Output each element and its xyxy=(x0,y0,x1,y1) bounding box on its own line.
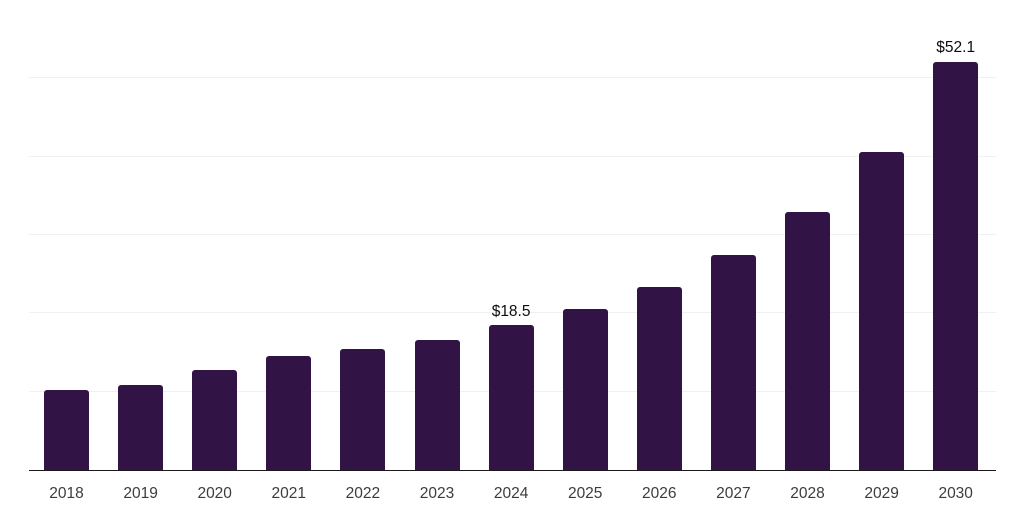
x-tick-label-2028: 2028 xyxy=(790,485,825,502)
plot-area: $18.5 $52.1 xyxy=(29,0,996,471)
bar-2026 xyxy=(636,287,682,470)
bar-2023 xyxy=(414,339,460,470)
x-tick-label-2022: 2022 xyxy=(345,485,381,502)
x-tick-label-2019: 2019 xyxy=(123,485,158,502)
x-tick-label-2026: 2026 xyxy=(642,485,677,502)
bar-2028 xyxy=(785,211,830,470)
x-axis: 2018 2019 2020 2021 2022 2023 2024 2025 2026 2027… xyxy=(0,483,1024,505)
bar-value-label-2024: $18.5 xyxy=(491,302,531,320)
bar-2022 xyxy=(340,348,386,470)
x-tick-label-2025: 2025 xyxy=(567,485,603,502)
bar-2020 xyxy=(192,369,238,470)
x-tick-label-2030: 2030 xyxy=(938,485,973,502)
bar-2021 xyxy=(266,356,312,470)
bar-2019 xyxy=(118,384,164,470)
x-tick-label-2018: 2018 xyxy=(49,485,84,502)
gridline xyxy=(29,312,996,314)
x-tick-label-2020: 2020 xyxy=(197,485,232,502)
x-tick-label-2027: 2027 xyxy=(716,485,751,502)
x-tick-label-2023: 2023 xyxy=(419,485,455,502)
x-tick-label-2029: 2029 xyxy=(864,485,899,502)
gridline xyxy=(29,234,996,235)
bar-value-label-2030: $52.1 xyxy=(936,39,976,57)
bar-2025 xyxy=(562,308,608,470)
gridline xyxy=(29,155,996,157)
gridline xyxy=(29,77,996,79)
bar-2027 xyxy=(710,254,756,470)
bar-2030 xyxy=(933,61,979,470)
bar-2029 xyxy=(859,151,905,470)
bar-2018 xyxy=(44,390,89,470)
bar-2024 xyxy=(488,325,534,470)
x-tick-label-2024: 2024 xyxy=(493,485,529,502)
x-tick-label-2021: 2021 xyxy=(271,485,307,502)
